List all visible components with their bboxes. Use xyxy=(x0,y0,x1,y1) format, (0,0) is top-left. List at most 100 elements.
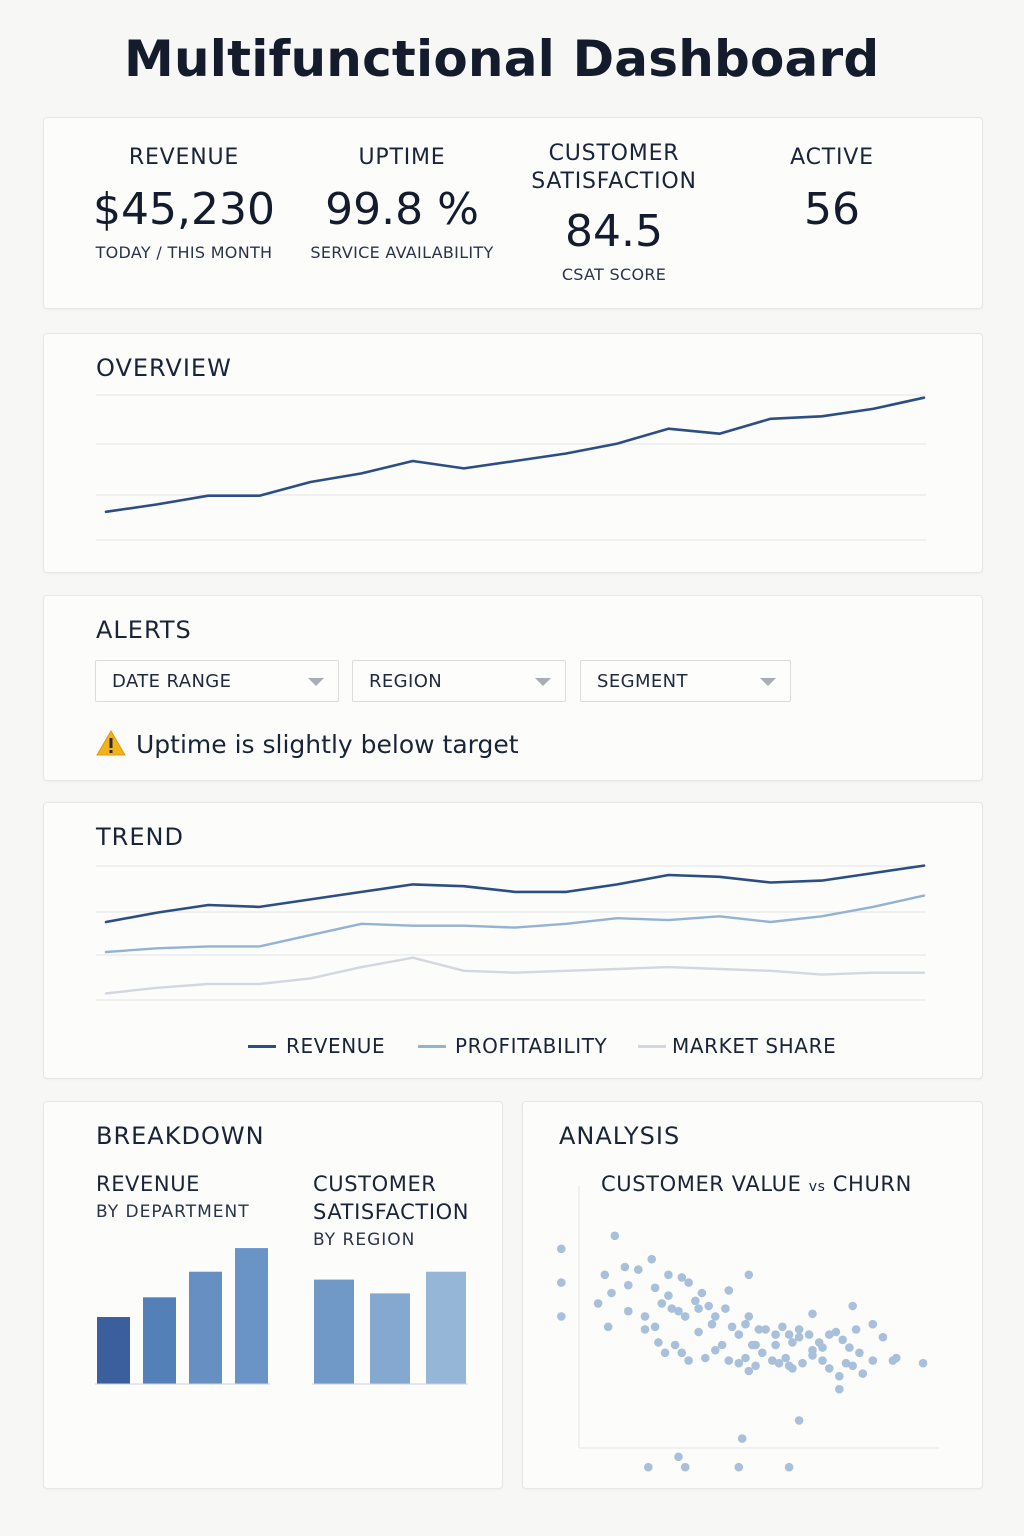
scatter-point xyxy=(600,1270,610,1280)
scatter-point xyxy=(808,1351,817,1360)
kpi-label-line1: CUSTOMER xyxy=(548,141,680,166)
legend-swatch xyxy=(638,1045,666,1048)
scatter-point xyxy=(798,1358,807,1368)
legend-item-profitability: PROFITABILITY xyxy=(418,1034,607,1058)
analysis-card: ANALYSIS CUSTOMER VALUE vs CHURN xyxy=(522,1101,983,1489)
scatter-point xyxy=(721,1304,730,1313)
alert-text: Uptime is slightly below target xyxy=(136,730,519,759)
scatter-point xyxy=(734,1462,744,1472)
scatter-point xyxy=(918,1358,928,1368)
scatter-point xyxy=(557,1278,566,1287)
legend-label: REVENUE xyxy=(286,1034,386,1058)
scatter-point xyxy=(727,1322,737,1332)
scatter-point xyxy=(644,1462,653,1472)
scatter-point xyxy=(701,1353,710,1363)
trend-title: TREND xyxy=(96,823,184,851)
scatter-point xyxy=(640,1312,650,1321)
segment-dropdown[interactable]: SEGMENT xyxy=(580,660,791,702)
scatter-point xyxy=(593,1299,603,1308)
series-line-0 xyxy=(104,396,926,514)
warning-icon xyxy=(96,730,126,756)
scatter-point xyxy=(831,1327,841,1337)
scatter-point xyxy=(804,1330,814,1339)
alerts-title: ALERTS xyxy=(96,616,192,644)
page-title: Multifunctional Dashboard xyxy=(124,30,880,88)
scatter-point xyxy=(768,1356,777,1365)
legend-label: MARKET SHARE xyxy=(672,1034,837,1058)
scatter-point xyxy=(634,1265,643,1274)
scatter-point xyxy=(848,1361,857,1371)
scatter-title-part-b: CHURN xyxy=(825,1172,912,1196)
kpi-card: REVENUE $45,230 TODAY / THIS MONTH UPTIM… xyxy=(43,117,983,309)
scatter-point xyxy=(647,1254,656,1264)
breakdown-card: BREAKDOWN REVENUE BY DEPARTMENT CUSTOMER… xyxy=(43,1101,503,1489)
chevron-down-icon xyxy=(535,678,551,686)
scatter-chart xyxy=(557,1186,939,1472)
breakdown-title: BREAKDOWN xyxy=(96,1122,265,1150)
scatter-point xyxy=(744,1366,754,1376)
date-range-dropdown[interactable]: DATE RANGE xyxy=(95,660,339,702)
region-dropdown[interactable]: REGION xyxy=(352,660,566,702)
bar xyxy=(235,1248,268,1384)
scatter-point xyxy=(774,1358,784,1368)
kpi-value: 56 xyxy=(804,184,860,235)
analysis-title: ANALYSIS xyxy=(559,1122,681,1150)
kpi-label: REVENUE xyxy=(128,145,240,170)
scatter-point xyxy=(878,1332,888,1342)
scatter-point xyxy=(674,1452,683,1462)
scatter-point xyxy=(624,1306,633,1316)
scatter-point xyxy=(694,1327,703,1337)
scatter-point xyxy=(794,1416,804,1425)
scatter-point xyxy=(744,1270,754,1280)
scatter-point xyxy=(620,1262,630,1272)
series-line-revenue xyxy=(104,864,926,924)
scatter-point xyxy=(667,1304,677,1313)
scatter-point xyxy=(670,1340,680,1350)
scatter-point xyxy=(557,1244,566,1254)
scatter-point xyxy=(754,1325,764,1334)
alerts-card: ALERTS DATE RANGE REGION SEGMENT xyxy=(43,595,983,781)
scatter-title-vs: vs xyxy=(808,1179,826,1195)
scatter-point xyxy=(610,1231,620,1241)
scatter-point xyxy=(845,1343,854,1352)
bar xyxy=(143,1297,176,1384)
kpi-uptime: UPTIME 99.8 % SERVICE AVAILABILITY xyxy=(302,144,502,262)
scatter-point xyxy=(818,1356,827,1365)
kpi-value: $45,230 xyxy=(93,184,275,235)
overview-chart xyxy=(96,394,926,541)
scatter-title-part-a: CUSTOMER VALUE xyxy=(601,1172,809,1196)
kpi-label-line2: SATISFACTION xyxy=(531,169,697,194)
scatter-point xyxy=(724,1356,734,1365)
scatter-point xyxy=(717,1340,727,1350)
revenue-by-department-subtitle: BY DEPARTMENT xyxy=(96,1202,250,1222)
kpi-label: ACTIVE xyxy=(790,145,874,170)
satisfaction-by-region-subtitle: BY REGION xyxy=(313,1230,416,1250)
scatter-point xyxy=(640,1325,650,1334)
scatter-point xyxy=(868,1319,878,1329)
scatter-point xyxy=(841,1358,851,1368)
scatter-point xyxy=(778,1322,787,1332)
dropdown-label: REGION xyxy=(369,671,443,692)
bar xyxy=(97,1317,130,1384)
scatter-point xyxy=(741,1319,750,1329)
scatter-point xyxy=(781,1353,790,1363)
scatter-point xyxy=(677,1273,687,1282)
scatter-point xyxy=(724,1286,734,1295)
kpi-subtitle: TODAY / THIS MONTH xyxy=(95,243,273,262)
scatter-point xyxy=(734,1330,744,1339)
scatter-point xyxy=(851,1325,861,1334)
scatter-point xyxy=(808,1309,817,1319)
scatter-point xyxy=(744,1312,754,1321)
scatter-point xyxy=(794,1325,804,1334)
scatter-point xyxy=(838,1335,847,1345)
overview-card: OVERVIEW xyxy=(43,333,983,573)
series-line-market-share xyxy=(104,956,926,995)
scatter-point xyxy=(888,1356,898,1365)
dropdown-label: DATE RANGE xyxy=(112,671,232,692)
scatter-point xyxy=(855,1348,864,1358)
kpi-revenue: REVENUE $45,230 TODAY / THIS MONTH xyxy=(86,144,282,262)
scatter-point xyxy=(825,1330,834,1339)
satisfaction-by-region-title-line2: SATISFACTION xyxy=(313,1200,470,1224)
scatter-point xyxy=(694,1304,703,1313)
